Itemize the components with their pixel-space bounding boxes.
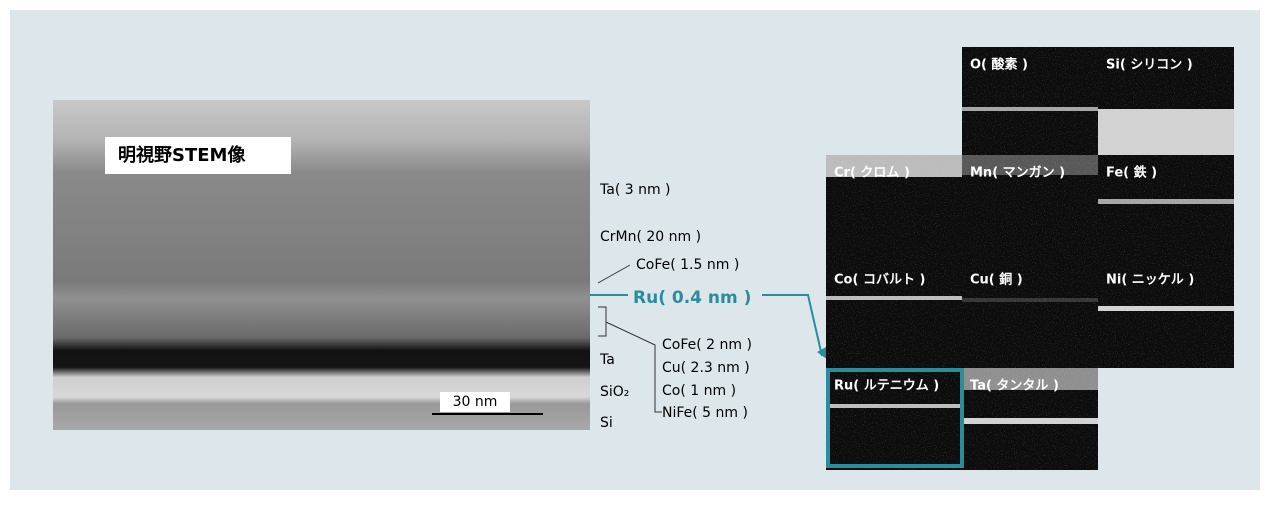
figure: 明視野STEM像 30 nm Ta( 3 nm ) CrMn( 20 nm ) … [0, 0, 1271, 502]
stem-title: 明視野STEM像 [118, 144, 246, 166]
map-label: Ni( ニッケル ) [1106, 273, 1194, 288]
map-label: Si( シリコン ) [1106, 58, 1193, 73]
map-label: Ta( タンタル ) [970, 379, 1059, 394]
layer-label: Cu( 2.3 nm ) [662, 360, 750, 376]
layer-label: Ta [599, 352, 615, 368]
layer-label: Si [600, 415, 613, 431]
map-label: Ru( ルテニウム ) [834, 379, 939, 394]
layer-label: Ta( 3 nm ) [599, 182, 671, 198]
map-label: O( 酸素 ) [970, 57, 1028, 73]
layer-label: NiFe( 5 nm ) [662, 405, 748, 421]
layer-label: CoFe( 2 nm ) [662, 337, 752, 353]
map-label: Cu( 銅 ) [970, 272, 1023, 288]
layer-label: CoFe( 1.5 nm ) [636, 257, 739, 273]
map-label: Mn( マンガン ) [970, 166, 1065, 181]
highlight-label: Ru( 0.4 nm ) [633, 288, 751, 308]
scale-label: 30 nm [453, 394, 498, 410]
layer-label: CrMn( 20 nm ) [600, 229, 701, 245]
map-label: Cr( クロム ) [834, 166, 910, 181]
layer-label: Co( 1 nm ) [662, 383, 736, 399]
layer-label: SiO₂ [600, 384, 629, 400]
map-label: Co( コバルト ) [834, 273, 925, 288]
map-label: Fe( 鉄 ) [1106, 165, 1157, 181]
